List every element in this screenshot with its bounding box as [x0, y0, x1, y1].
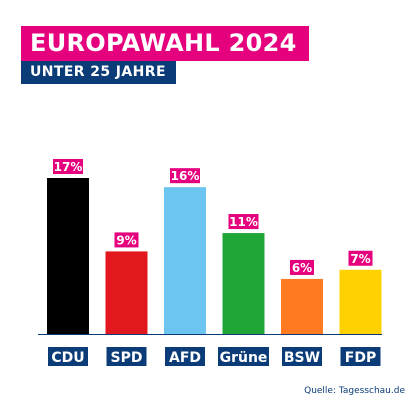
value-label: 6%: [292, 261, 312, 275]
category-label: BSW: [284, 350, 320, 366]
source-note: Quelle: Tagesschau.de: [304, 386, 405, 396]
bar-bsw: [281, 278, 323, 334]
category-label: FDP: [345, 350, 376, 366]
category-label-bg: [106, 347, 147, 366]
value-label-bg: [290, 259, 314, 275]
category-label-bg: [48, 347, 88, 366]
category-label-bg: [165, 347, 205, 366]
bar-fdp: [339, 269, 382, 334]
category-label: CDU: [51, 350, 84, 366]
value-label: 7%: [350, 252, 370, 266]
value-label-bg: [53, 159, 83, 174]
category-label-bg: [218, 347, 269, 366]
category-label: Grüne: [220, 350, 268, 366]
value-label-bg: [114, 232, 139, 248]
chart-subtitle: UNTER 25 JAHRE: [21, 61, 176, 84]
category-label-bg: [340, 347, 381, 366]
category-label-bg: [282, 347, 322, 366]
bar-spd: [105, 251, 148, 334]
category-label: AFD: [169, 350, 201, 366]
chart-title: EUROPAWAHL 2024: [21, 26, 309, 61]
value-label-bg: [348, 250, 373, 266]
bar-cdu: [47, 178, 89, 334]
value-label-bg: [228, 214, 259, 230]
bar-grüne: [222, 233, 265, 334]
value-label: 17%: [54, 160, 83, 174]
bar-afd: [164, 187, 206, 334]
value-label: 11%: [229, 215, 258, 229]
value-label-bg: [170, 168, 200, 184]
category-label: SPD: [111, 350, 143, 366]
value-label: 9%: [116, 233, 136, 247]
value-label: 16%: [171, 169, 200, 183]
